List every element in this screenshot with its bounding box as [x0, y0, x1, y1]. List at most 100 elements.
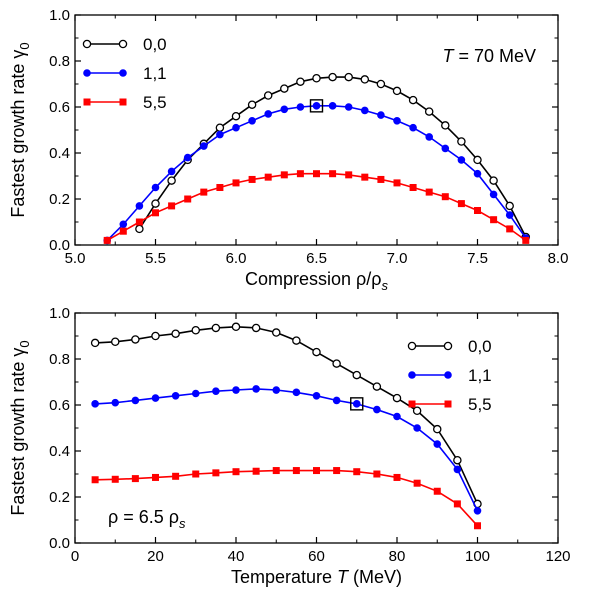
- data-point: [377, 175, 385, 183]
- x-tick-label: 5.0: [65, 250, 86, 267]
- data-point: [453, 465, 462, 474]
- data-point: [292, 388, 301, 397]
- legend-marker: [118, 39, 128, 49]
- y-tick-label: 0.0: [49, 237, 70, 254]
- legend-marker: [83, 98, 91, 106]
- legend-marker: [83, 69, 91, 77]
- data-point: [131, 475, 139, 483]
- data-point: [473, 155, 482, 165]
- series-1-1: [91, 385, 482, 515]
- data-point: [192, 470, 200, 478]
- x-tick-label: 0: [71, 548, 79, 565]
- data-point: [111, 398, 120, 407]
- legend-label: 1,1: [143, 64, 167, 83]
- x-axis-label: Temperature T (MeV): [231, 567, 402, 587]
- legend-label: 5,5: [143, 93, 167, 112]
- y-tick-label: 0.4: [49, 145, 70, 162]
- data-point: [119, 227, 127, 235]
- legend-label: 5,5: [468, 395, 492, 414]
- data-point: [171, 329, 180, 338]
- legend-label: 0,0: [468, 337, 492, 356]
- data-point: [425, 188, 433, 196]
- data-point: [373, 470, 381, 478]
- data-point: [151, 183, 160, 192]
- legend-marker: [119, 69, 127, 77]
- data-point: [312, 102, 321, 110]
- data-point: [345, 171, 353, 179]
- data-point: [333, 467, 341, 475]
- legend: 0,0 1,1 5,5: [407, 337, 492, 414]
- data-point: [264, 173, 272, 181]
- data-point: [231, 111, 241, 121]
- series-line: [95, 388, 479, 512]
- data-point: [272, 467, 280, 475]
- data-point: [424, 107, 434, 116]
- data-point: [457, 200, 465, 208]
- data-point: [312, 74, 321, 83]
- data-point: [292, 467, 300, 475]
- x-tick-label: 6.5: [306, 250, 327, 267]
- data-point: [360, 75, 370, 84]
- legend-marker: [444, 400, 452, 408]
- data-point: [151, 331, 160, 341]
- x-tick-label: 120: [545, 548, 570, 565]
- x-tick-label: 60: [308, 548, 325, 565]
- data-point: [280, 84, 289, 93]
- data-point: [361, 173, 369, 181]
- data-point: [313, 467, 320, 475]
- data-point: [474, 207, 481, 214]
- data-point: [433, 487, 441, 495]
- series-0-0: [90, 322, 482, 509]
- legend-marker: [407, 341, 417, 351]
- data-point: [135, 202, 144, 210]
- y-axis-label: Fastest growth rate γ0: [8, 42, 32, 217]
- data-point: [135, 224, 144, 234]
- data-point: [412, 406, 422, 415]
- data-point: [453, 500, 461, 508]
- data-point: [200, 142, 208, 150]
- legend-marker: [408, 371, 416, 379]
- data-point: [377, 111, 385, 119]
- legend-marker: [408, 400, 416, 408]
- data-point: [296, 77, 305, 86]
- series-5-5: [91, 467, 481, 530]
- data-point: [232, 386, 240, 394]
- x-tick-label: 6.0: [226, 250, 247, 267]
- annotation: ρ = 6.5 ρs: [108, 507, 186, 531]
- y-tick-label: 0.0: [49, 535, 70, 552]
- data-point: [453, 455, 462, 465]
- data-point: [376, 79, 386, 89]
- data-point: [264, 110, 273, 118]
- data-point: [312, 392, 321, 400]
- y-tick-label: 0.6: [49, 99, 70, 116]
- data-point: [171, 392, 180, 400]
- data-point: [352, 400, 361, 408]
- highlight-marker: [350, 397, 364, 411]
- data-point: [432, 424, 442, 434]
- data-point: [168, 202, 176, 210]
- x-tick-label: 5.5: [145, 250, 166, 267]
- legend-label: 0,0: [143, 35, 167, 54]
- series-5-5: [103, 170, 530, 244]
- data-point: [441, 121, 450, 130]
- data-point: [231, 322, 241, 332]
- data-point: [329, 170, 337, 178]
- top-panel: 5.0 5.5 6.0 6.5 7.0 7.5 8.0 0.0 0.2 0.4 0.6 0.8 1.0 C…: [8, 7, 568, 293]
- y-tick-label: 0.4: [49, 443, 70, 460]
- data-point: [212, 387, 220, 396]
- data-point: [211, 323, 221, 333]
- data-point: [408, 95, 418, 105]
- data-point: [167, 167, 176, 176]
- data-point: [151, 394, 160, 402]
- x-tick-label: 80: [389, 548, 406, 565]
- data-point: [292, 336, 301, 345]
- data-point: [271, 328, 281, 337]
- data-point: [393, 117, 401, 125]
- y-axis-label: Fastest growth rate γ0: [8, 340, 32, 515]
- data-point: [252, 385, 260, 393]
- data-point: [172, 472, 180, 480]
- data-point: [392, 393, 402, 403]
- data-point: [441, 144, 450, 153]
- data-point: [91, 400, 99, 408]
